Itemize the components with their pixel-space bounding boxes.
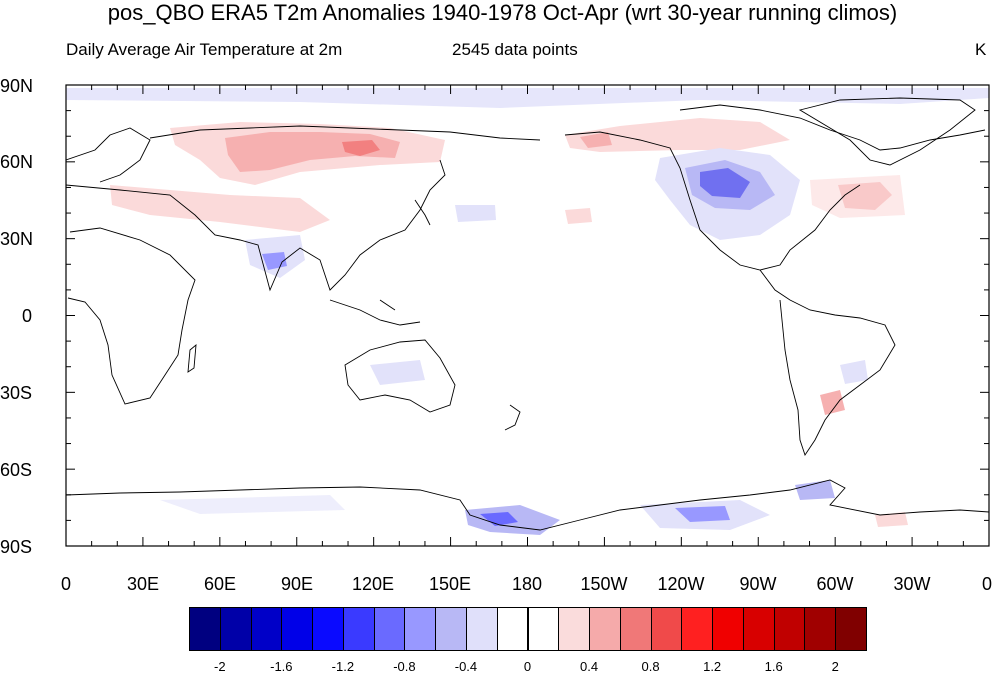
colorbar [189,607,867,651]
alaska-warm-core [580,132,612,148]
colorbar-box [281,607,314,651]
colorbar-label: -2 [213,659,226,674]
colorbar-label: -0.8 [393,659,416,674]
units-label: K [975,40,987,59]
lon-label: 90W [739,574,777,594]
variable-subtitle: Daily Average Air Temperature at 2m [66,40,343,59]
central-asia-warm [110,185,330,232]
colorbar-box [712,607,744,651]
coastlines [66,97,989,531]
south-america-cool [840,360,868,384]
colorbar-box [219,607,252,651]
colorbar-box [465,607,498,651]
north-america-cold-peak [700,168,750,198]
indonesia-coastline [329,299,421,326]
anomaly-shading [66,88,989,535]
colorbar-box [496,607,529,651]
colorbar-box [742,607,775,651]
colorbar-box [681,607,714,651]
lat-label: 30N [0,229,34,249]
antarctica-coastline [66,479,989,531]
axis-ticks [65,84,990,547]
lon-label: 90E [280,574,314,594]
lat-label: 90N [0,76,34,96]
colorbar-label: 1.2 [703,659,722,674]
colorbar-box [189,607,221,651]
russia-arctic-coastline [149,125,541,141]
colorbar-label: -0.4 [454,659,478,674]
lat-label: 60N [0,152,34,172]
colorbar-label: 0 [523,659,532,674]
lon-label: 150E [428,574,472,594]
south-america-coastline [759,269,896,457]
colorbar-box [589,607,621,651]
colorbar-box [773,607,806,651]
lon-label: 60W [816,574,854,594]
south-america-warm [820,390,845,415]
lon-label: 180 [511,574,543,594]
pacific-cool-patch [455,205,496,222]
colorbar-label: 0.4 [579,659,599,674]
ross-sea-cold-core [480,512,518,526]
africa-coastline [67,227,196,405]
data-points-subtitle: 2545 data points [452,40,578,59]
australia-cool-patch [370,360,425,385]
canadian-archipelago-coastline [679,104,986,151]
lat-label: 60S [0,460,33,480]
europe-coastline [66,127,151,183]
lon-label: 0 [60,574,72,594]
colorbar-box [404,607,437,651]
antarctic-cool-east-core [675,506,730,522]
greenland-warm-halo [810,175,905,218]
lat-label: 90S [0,537,33,557]
madagascar-coastline [187,343,197,373]
north-america-coastline [564,131,861,271]
colorbar-label: 2 [831,659,839,674]
colorbar-box [835,607,867,651]
colorbar-box [527,607,560,651]
colorbar-box [650,607,683,651]
colorbar-box [250,607,283,651]
lon-label: 150W [580,574,628,594]
antarctic-peninsula-cool [795,480,835,500]
colorbar-label: 0.8 [641,659,660,674]
colorbar-box [435,607,467,651]
new-zealand-coastline [504,404,521,431]
colorbar-box [342,607,375,651]
colorbar-label: -1.2 [331,659,355,674]
colorbar-label: -1.6 [270,659,293,674]
lat-label: 0 [22,306,33,326]
lon-label: 30E [126,574,160,594]
eurasia-south-coastline [66,159,446,292]
lon-label: 30W [893,574,931,594]
lon-label: 120E [351,574,395,594]
plot-title: pos_QBO ERA5 T2m Anomalies 1940-1978 Oct… [107,0,898,25]
weddell-warm-patch [875,512,908,527]
alaska-warm-anomaly [565,118,790,152]
colorbar-label: 1.6 [764,659,783,674]
colorbar-box [804,607,837,651]
lat-label: 30S [0,383,33,403]
colorbar-box [373,607,406,651]
lon-label: 120W [657,574,705,594]
colorbar-box [619,607,652,651]
antarctic-cool-west [160,495,345,514]
colorbar-box [312,607,344,651]
australia-coastline [344,339,456,413]
siberia-warm-peak [342,140,380,156]
greenland-coastline [798,97,976,166]
japan-coastline [414,199,431,226]
lon-label: 60E [203,574,237,594]
colorbar-box [558,607,591,651]
lon-label: 0 [981,574,993,594]
pacific-warm-patch [565,208,592,224]
